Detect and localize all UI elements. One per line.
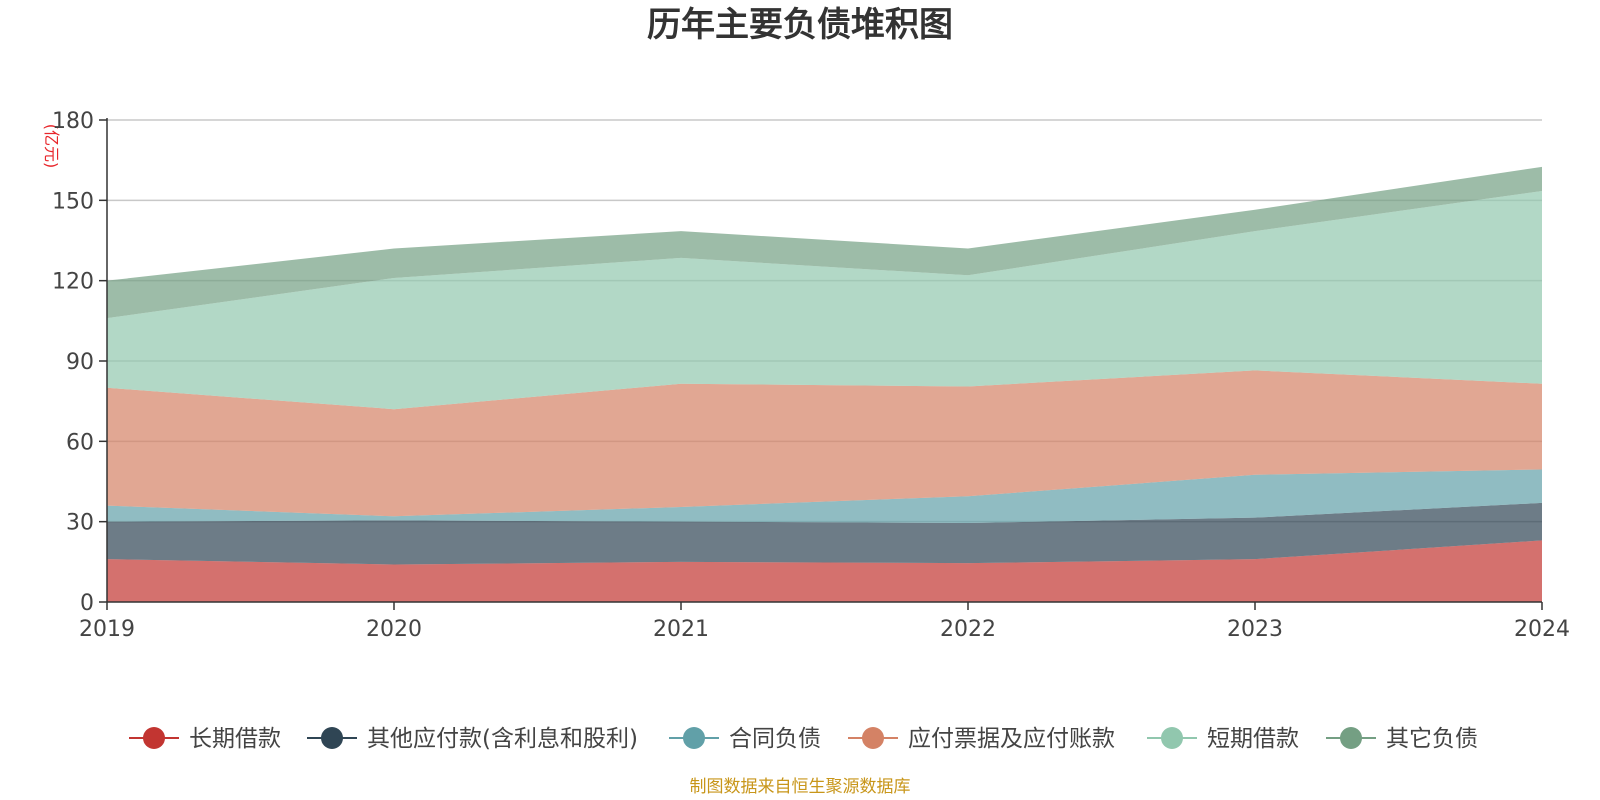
area-series-3 bbox=[107, 370, 1542, 517]
legend-item-3[interactable]: 应付票据及应付账款 bbox=[848, 726, 1115, 752]
y-tick-label: 0 bbox=[80, 591, 94, 616]
legend-marker-icon bbox=[1340, 727, 1362, 749]
y-tick-label: 150 bbox=[52, 189, 94, 214]
area-series-group bbox=[107, 166, 1542, 602]
legend-label: 应付票据及应付账款 bbox=[908, 726, 1115, 752]
y-tick-label: 30 bbox=[66, 511, 94, 536]
legend-label: 合同负债 bbox=[729, 726, 821, 752]
legend-marker-icon bbox=[321, 727, 343, 749]
x-tick-label: 2022 bbox=[940, 617, 996, 642]
y-tick-label: 90 bbox=[66, 350, 94, 375]
legend-item-5[interactable]: 其它负债 bbox=[1326, 726, 1478, 752]
legend-item-2[interactable]: 合同负债 bbox=[669, 726, 821, 752]
legend-marker-icon bbox=[1161, 727, 1183, 749]
y-tick-label: 120 bbox=[52, 270, 94, 295]
chart-title: 历年主要负债堆积图 bbox=[647, 5, 953, 45]
x-tick-label: 2019 bbox=[79, 617, 135, 642]
legend-marker-icon bbox=[143, 727, 165, 749]
legend[interactable]: 长期借款 其他应付款(含利息和股利) 合同负债 应付票据及应付账款 短期借款 其它负债 bbox=[129, 726, 1478, 752]
legend-label: 其它负债 bbox=[1386, 726, 1478, 752]
legend-marker-icon bbox=[862, 727, 884, 749]
x-tick-label: 2024 bbox=[1514, 617, 1570, 642]
axes: 0 30 60 90 120 150 180 2019 2020 2021 2022 2023 2024 bbox=[52, 109, 1570, 642]
y-axis-unit: (亿元) bbox=[42, 124, 61, 169]
legend-label: 短期借款 bbox=[1207, 726, 1299, 752]
legend-label: 其他应付款(含利息和股利) bbox=[367, 726, 638, 752]
legend-marker-icon bbox=[683, 727, 705, 749]
y-tick-label: 180 bbox=[52, 109, 94, 134]
area-series-2 bbox=[107, 469, 1542, 524]
legend-label: 长期借款 bbox=[189, 726, 281, 752]
x-tick-label: 2020 bbox=[366, 617, 422, 642]
x-tick-label: 2023 bbox=[1227, 617, 1283, 642]
source-note: 制图数据来自恒生聚源数据库 bbox=[690, 777, 911, 797]
legend-item-0[interactable]: 长期借款 bbox=[129, 726, 281, 752]
area-series-4 bbox=[107, 190, 1542, 410]
legend-item-4[interactable]: 短期借款 bbox=[1147, 726, 1299, 752]
y-tick-label: 60 bbox=[66, 430, 94, 455]
area-series-1 bbox=[107, 502, 1542, 565]
legend-item-1[interactable]: 其他应付款(含利息和股利) bbox=[307, 726, 638, 752]
area-series-0 bbox=[107, 540, 1542, 602]
x-tick-label: 2021 bbox=[653, 617, 709, 642]
area-series-5 bbox=[107, 166, 1542, 319]
